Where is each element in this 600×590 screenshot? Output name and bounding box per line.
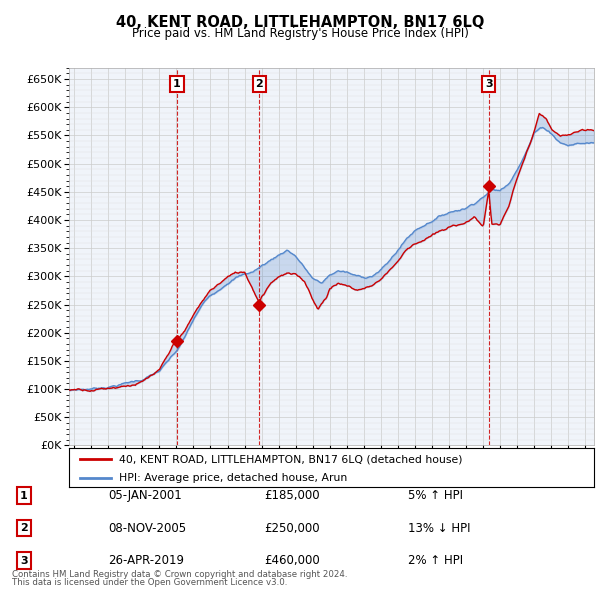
Text: 13% ↓ HPI: 13% ↓ HPI xyxy=(408,522,470,535)
Text: 40, KENT ROAD, LITTLEHAMPTON, BN17 6LQ (detached house): 40, KENT ROAD, LITTLEHAMPTON, BN17 6LQ (… xyxy=(119,454,463,464)
Text: 40, KENT ROAD, LITTLEHAMPTON, BN17 6LQ: 40, KENT ROAD, LITTLEHAMPTON, BN17 6LQ xyxy=(116,15,484,30)
Text: Contains HM Land Registry data © Crown copyright and database right 2024.: Contains HM Land Registry data © Crown c… xyxy=(12,571,347,579)
Text: 05-JAN-2001: 05-JAN-2001 xyxy=(108,489,182,502)
Text: HPI: Average price, detached house, Arun: HPI: Average price, detached house, Arun xyxy=(119,473,347,483)
Text: 1: 1 xyxy=(20,491,28,500)
Text: 3: 3 xyxy=(485,79,493,89)
Text: £460,000: £460,000 xyxy=(264,554,320,567)
Text: 1: 1 xyxy=(173,79,181,89)
Text: 3: 3 xyxy=(20,556,28,565)
Text: 2% ↑ HPI: 2% ↑ HPI xyxy=(408,554,463,567)
Text: £250,000: £250,000 xyxy=(264,522,320,535)
Text: This data is licensed under the Open Government Licence v3.0.: This data is licensed under the Open Gov… xyxy=(12,578,287,587)
Text: 2: 2 xyxy=(256,79,263,89)
Text: 2: 2 xyxy=(20,523,28,533)
Text: Price paid vs. HM Land Registry's House Price Index (HPI): Price paid vs. HM Land Registry's House … xyxy=(131,27,469,40)
Text: 5% ↑ HPI: 5% ↑ HPI xyxy=(408,489,463,502)
Text: 26-APR-2019: 26-APR-2019 xyxy=(108,554,184,567)
Text: 08-NOV-2005: 08-NOV-2005 xyxy=(108,522,186,535)
Text: £185,000: £185,000 xyxy=(264,489,320,502)
